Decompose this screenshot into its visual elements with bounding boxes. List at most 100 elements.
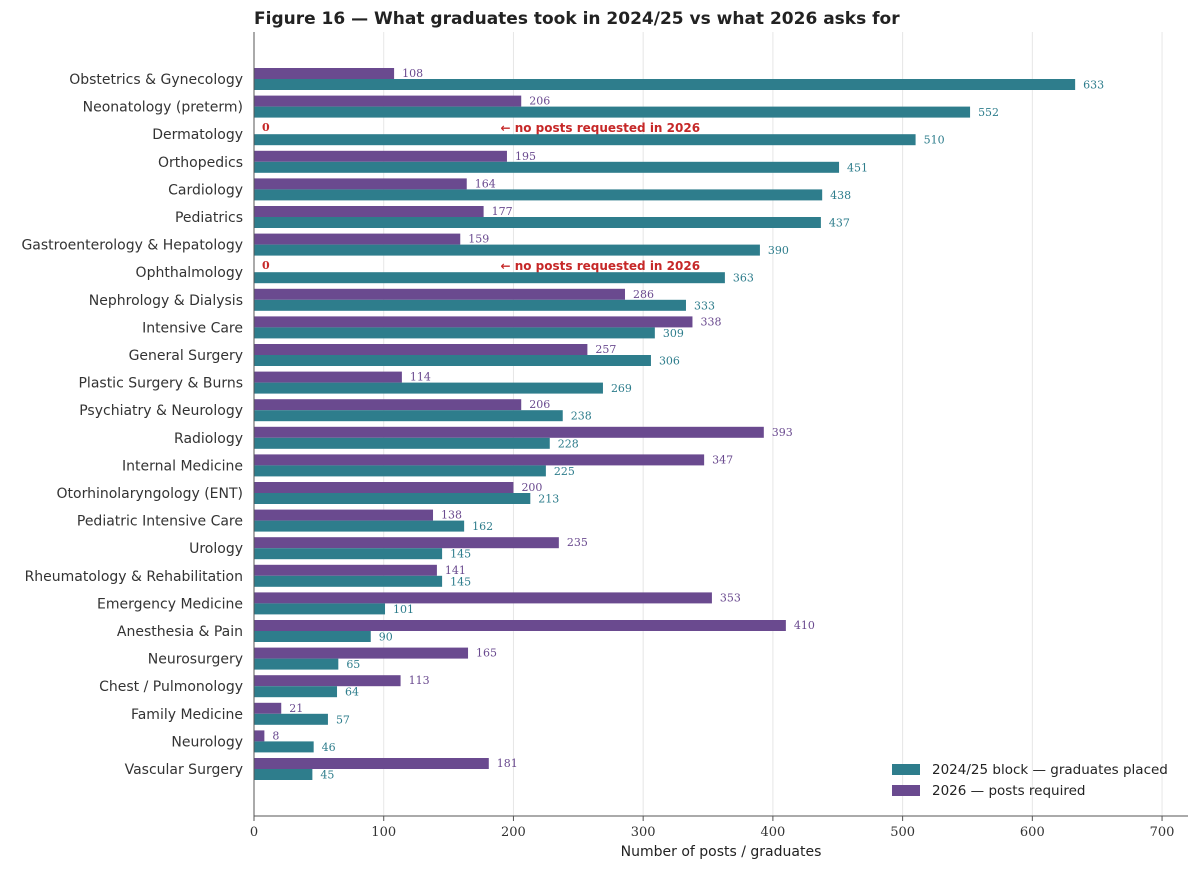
no-posts-annotation: ← no posts requested in 2026	[500, 121, 700, 135]
legend-label: 2026 — posts required	[932, 783, 1085, 799]
axes	[253, 32, 1188, 817]
x-tick-label: 700	[1150, 825, 1175, 840]
category-label: Pediatrics	[175, 210, 243, 226]
bar-placed	[254, 272, 725, 284]
bar-required	[254, 675, 401, 687]
zero-label: 0	[262, 121, 270, 134]
category-label: Neurology	[171, 734, 243, 750]
bar-placed	[254, 134, 916, 146]
x-tick-label: 200	[501, 825, 526, 840]
bar-placed	[254, 741, 314, 753]
value-label-placed: 363	[733, 272, 754, 285]
value-label-placed: 552	[978, 106, 999, 119]
value-label-required: 113	[409, 674, 430, 687]
category-label: Pediatric Intensive Care	[77, 514, 243, 530]
value-label-placed: 57	[336, 713, 350, 726]
bar-placed	[254, 575, 443, 587]
bar-required	[254, 206, 484, 217]
bar-required	[254, 758, 489, 769]
category-label: Rheumatology & Rehabilitation	[25, 569, 243, 585]
value-label-placed: 333	[694, 299, 715, 312]
value-label-required: 235	[567, 536, 588, 549]
bar-placed	[254, 631, 371, 642]
bar-required	[254, 399, 522, 411]
bar-required	[254, 564, 437, 576]
value-label-placed: 225	[554, 465, 575, 478]
bar-placed	[254, 327, 655, 339]
category-label: Radiology	[174, 431, 243, 447]
value-label-required: 257	[595, 343, 616, 356]
category-label: Obstetrics & Gynecology	[69, 72, 243, 88]
value-label-placed: 306	[659, 355, 680, 368]
bar-placed	[254, 106, 971, 118]
category-label: Gastroenterology & Hepatology	[21, 238, 243, 254]
category-label: Dermatology	[152, 127, 243, 143]
bar-placed	[254, 603, 386, 615]
bar-placed	[254, 355, 651, 366]
value-label-placed: 145	[450, 548, 471, 561]
value-label-placed: 269	[611, 382, 632, 395]
bar-required	[254, 95, 522, 107]
bar-placed	[254, 548, 443, 560]
bar-required	[254, 537, 559, 549]
category-label: Anesthesia & Pain	[117, 624, 243, 640]
value-label-required: 159	[468, 233, 489, 246]
category-label: Intensive Care	[142, 320, 243, 336]
value-label-required: 200	[521, 481, 542, 494]
category-label: Family Medicine	[131, 707, 243, 723]
no-posts-annotation: ← no posts requested in 2026	[500, 259, 700, 273]
bar-required	[254, 288, 626, 300]
value-label-required: 164	[475, 177, 496, 190]
bar-required	[254, 233, 461, 245]
value-label-required: 410	[794, 619, 815, 632]
grid-lines	[383, 32, 1163, 816]
value-label-required: 114	[410, 371, 431, 384]
category-label: Emergency Medicine	[97, 596, 243, 612]
bar-required	[254, 344, 588, 355]
bar-placed	[254, 520, 465, 532]
value-label-placed: 438	[830, 189, 851, 202]
category-label: General Surgery	[129, 348, 243, 364]
chart-title: Figure 16 — What graduates took in 2024/…	[254, 9, 900, 29]
value-label-required: 21	[289, 702, 303, 715]
zero-label: 0	[262, 259, 270, 272]
value-label-required: 181	[497, 757, 518, 770]
bar-placed	[254, 299, 686, 311]
bar-placed	[254, 493, 531, 504]
category-label: Cardiology	[168, 182, 243, 198]
value-label-required: 141	[445, 564, 466, 577]
value-label-placed: 228	[558, 437, 579, 450]
bar-required	[254, 316, 693, 328]
bar-placed	[254, 713, 328, 725]
bar-placed	[254, 686, 338, 698]
bar-placed	[254, 189, 823, 201]
category-label: Psychiatry & Neurology	[79, 403, 243, 419]
bar-required	[254, 178, 467, 190]
value-label-placed: 633	[1083, 79, 1104, 92]
value-label-placed: 45	[320, 769, 334, 782]
bar-required	[254, 702, 282, 714]
value-label-placed: 390	[768, 244, 789, 257]
x-tick-label: 0	[250, 825, 258, 840]
value-label-required: 206	[529, 398, 550, 411]
category-label: Vascular Surgery	[125, 762, 243, 778]
value-label-required: 138	[441, 509, 462, 522]
value-label-required: 286	[633, 288, 654, 301]
legend-label: 2024/25 block — graduates placed	[932, 762, 1168, 778]
bar-required	[254, 68, 395, 79]
value-label-placed: 46	[322, 741, 336, 754]
value-label-placed: 65	[346, 658, 360, 671]
category-label: Chest / Pulmonology	[99, 679, 243, 695]
category-label: Plastic Surgery & Burns	[78, 376, 243, 392]
value-label-placed: 64	[345, 686, 359, 699]
value-label-placed: 309	[663, 327, 684, 340]
value-label-required: 347	[712, 453, 733, 466]
value-label-placed: 101	[393, 603, 414, 616]
value-label-required: 165	[476, 647, 497, 660]
value-label-placed: 510	[924, 134, 945, 147]
category-label: Neonatology (preterm)	[83, 100, 243, 116]
value-label-required: 195	[515, 150, 536, 163]
legend-swatch	[892, 764, 920, 775]
category-label: Internal Medicine	[122, 458, 243, 474]
value-label-placed: 238	[571, 410, 592, 423]
